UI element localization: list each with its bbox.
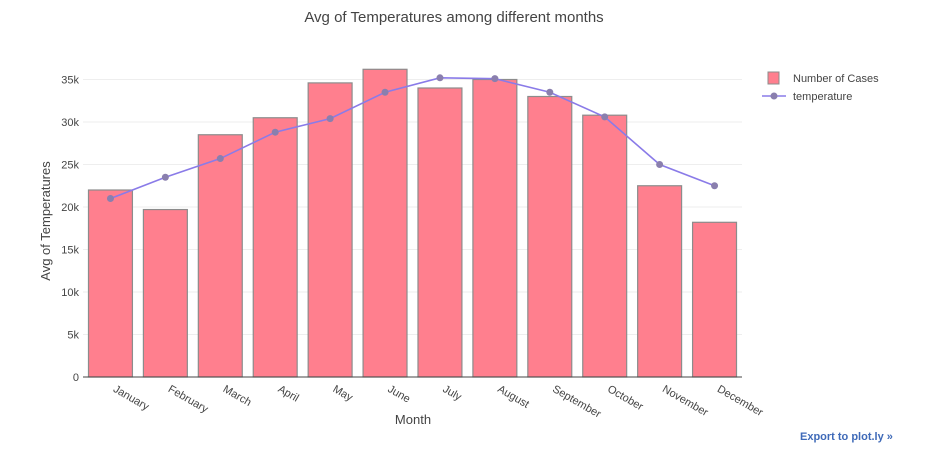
x-tick-label: December <box>715 383 765 419</box>
legend: Number of Cases temperature <box>762 71 879 103</box>
bar <box>691 221 738 378</box>
temperature-point <box>326 115 334 123</box>
x-tick-label: October <box>605 383 645 413</box>
temperature-point <box>436 74 444 82</box>
x-tick-label: September <box>550 383 603 420</box>
chart-title: Avg of Temperatures among different mont… <box>304 9 603 26</box>
temperature-point <box>271 128 279 136</box>
bar <box>582 114 628 378</box>
temperature-point <box>601 113 609 121</box>
temperature-point <box>491 75 499 83</box>
temperature-point <box>381 88 389 96</box>
grid-lines <box>83 79 742 335</box>
legend-swatch-number-of-cases <box>767 71 780 85</box>
y-tick-label: 0 <box>73 372 79 384</box>
x-axis-title: Month <box>395 412 431 427</box>
y-tick-label: 15k <box>61 245 79 257</box>
temperature-point <box>216 155 224 163</box>
y-tick-label: 5k <box>67 330 79 342</box>
x-tick-label: February <box>166 383 211 416</box>
bar <box>637 185 683 378</box>
x-tick-label: January <box>111 383 151 413</box>
bar <box>252 117 298 378</box>
bar <box>527 95 573 378</box>
x-tick-label: June <box>386 383 413 405</box>
bar <box>197 134 243 378</box>
bar <box>362 68 408 378</box>
x-tick-label: November <box>660 383 710 419</box>
y-tick-label: 20k <box>61 202 79 214</box>
bar <box>472 78 518 378</box>
y-tick-label: 25k <box>61 160 79 172</box>
legend-label-number-of-cases: Number of Cases <box>793 73 879 85</box>
temperature-point <box>106 195 114 202</box>
y-tick-label: 30k <box>61 117 79 129</box>
y-tick-label: 35k <box>61 75 79 87</box>
x-tick-label: May <box>331 383 355 404</box>
temperature-point <box>161 173 169 181</box>
y-tick-label: 10k <box>61 287 79 299</box>
bar <box>307 82 353 378</box>
bar <box>142 208 188 378</box>
y-axis-title: Avg of Temperatures <box>38 161 53 281</box>
x-tick-label: March <box>221 383 253 409</box>
temperature-line <box>110 76 715 200</box>
export-to-plotly-link[interactable]: Export to plot.ly » <box>800 431 893 443</box>
legend-label-temperature: temperature <box>793 91 852 103</box>
x-tick-label: August <box>495 383 531 411</box>
bar-series <box>87 68 738 378</box>
bar <box>417 87 463 378</box>
x-tick-label: July <box>440 383 463 403</box>
bar <box>87 189 134 378</box>
legend-marker-temperature <box>770 92 778 100</box>
temperature-point <box>711 182 719 190</box>
line-series <box>106 74 719 202</box>
x-tick-label: April <box>276 383 301 404</box>
temperature-point <box>656 161 664 168</box>
temperature-point <box>546 88 554 96</box>
